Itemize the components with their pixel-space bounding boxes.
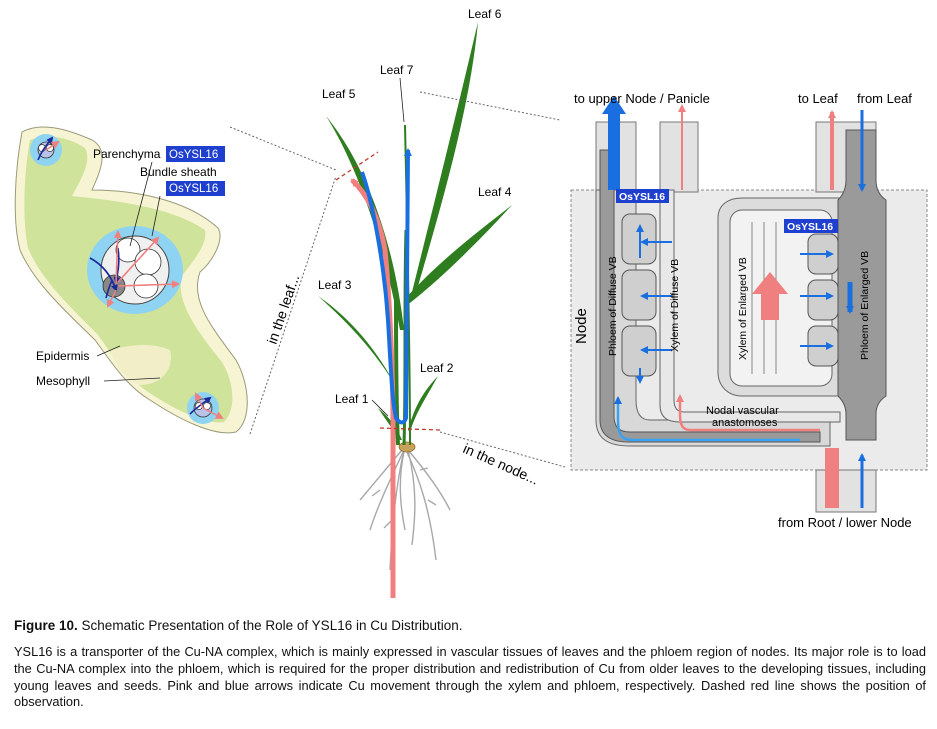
label-to-upper-node: to upper Node / Panicle: [574, 91, 710, 106]
zoom-line-node-top: [419, 91, 561, 121]
arrow-anastomosis-blue: [614, 396, 800, 442]
label-leaf-2: Leaf 2: [420, 361, 454, 375]
leaf-1-blade: [378, 408, 402, 440]
label-leaf-7: Leaf 7: [380, 63, 414, 77]
badge-osysl16-parenchyma-text: OsYSL16: [169, 149, 218, 161]
badge-osysl16-node-right-text: OsYSL16: [787, 221, 833, 233]
observation-line-leaf: [335, 151, 379, 181]
osysl16-transport-arrows: [636, 224, 834, 384]
label-bundle-sheath: Bundle sheath: [140, 165, 217, 179]
label-epidermis: Epidermis: [36, 349, 89, 363]
seed: [398, 441, 416, 453]
label-parenchyma: Parenchyma: [93, 147, 161, 161]
vascular-bundle-large: [87, 226, 183, 314]
zoom-line-leaf-bottom: [249, 175, 337, 435]
label-phloem-enlarged: Phloem of Enlarged VB: [859, 251, 871, 360]
roots: [359, 449, 451, 571]
observation-line-node: [379, 427, 441, 431]
leaf-6-blade: [410, 22, 478, 300]
figure-caption: Figure 10. Schematic Presentation of the…: [14, 617, 926, 711]
vascular-bundle-small-bottom: [187, 392, 224, 424]
vascular-bundle-small-top: [30, 134, 62, 166]
zoom-line-leaf-top: [229, 126, 337, 171]
caption-label: Figure 10.: [14, 618, 78, 633]
label-mesophyll: Mesophyll: [36, 374, 90, 388]
label-from-root: from Root / lower Node: [778, 515, 912, 530]
label-node: Node: [573, 308, 590, 344]
label-leaf-6: Leaf 6: [468, 7, 502, 21]
label-phloem-diffuse: Phloem of Diffuse VB: [607, 256, 619, 356]
label-anastomoses: anastomoses: [712, 417, 778, 429]
badge-osysl16-node-right: [784, 219, 838, 233]
arrow-anastomosis-pink: [676, 394, 820, 432]
plant-phloem-arrow: [360, 148, 412, 425]
badge-osysl16-bundle-sheath-text: OsYSL16: [169, 183, 218, 195]
label-xylem-enlarged: Xylem of Enlarged VB: [737, 257, 749, 360]
label-in-the-node: in the node...: [461, 440, 541, 488]
label-from-leaf: from Leaf: [857, 91, 912, 106]
caption-title-line: Figure 10. Schematic Presentation of the…: [14, 617, 926, 635]
label-leaf-5: Leaf 5: [322, 87, 356, 101]
leaf-2-blade: [408, 376, 438, 432]
label-leaf-4: Leaf 4: [478, 185, 512, 199]
leaf-5-blade: [326, 116, 404, 330]
caption-title: Schematic Presentation of the Role of YS…: [81, 618, 463, 633]
label-leaf-3: Leaf 3: [318, 278, 352, 292]
caption-body: YSL16 is a transporter of the Cu-NA comp…: [14, 644, 926, 710]
rice-plant: Leaf 6 Leaf 7 Leaf 5 Leaf 4 Leaf 3 Leaf …: [318, 7, 512, 598]
badge-osysl16-parenchyma: [166, 146, 225, 162]
zoom-line-node-bottom: [439, 431, 566, 468]
label-leaf-1: Leaf 1: [335, 392, 369, 406]
label-to-leaf: to Leaf: [798, 91, 838, 106]
node-schematic: OsYSL16 OsYSL16 Node Phloem of Diffuse V…: [570, 91, 928, 530]
badge-osysl16-node-left: [616, 189, 669, 203]
leaf-cross-section: Parenchyma OsYSL16 Bundle sheath OsYSL16…: [14, 126, 248, 434]
badge-osysl16-node-left-text: OsYSL16: [619, 191, 665, 203]
figure-diagram: Parenchyma OsYSL16 Bundle sheath OsYSL16…: [14, 7, 928, 598]
badge-osysl16-bundle-sheath: [166, 181, 225, 196]
leaf-4-blade: [404, 205, 512, 306]
label-xylem-diffuse: Xylem of Diffuse VB: [669, 259, 681, 352]
label-nodal-vascular: Nodal vascular: [706, 405, 779, 417]
epidermis-inner-layer: [110, 345, 171, 385]
